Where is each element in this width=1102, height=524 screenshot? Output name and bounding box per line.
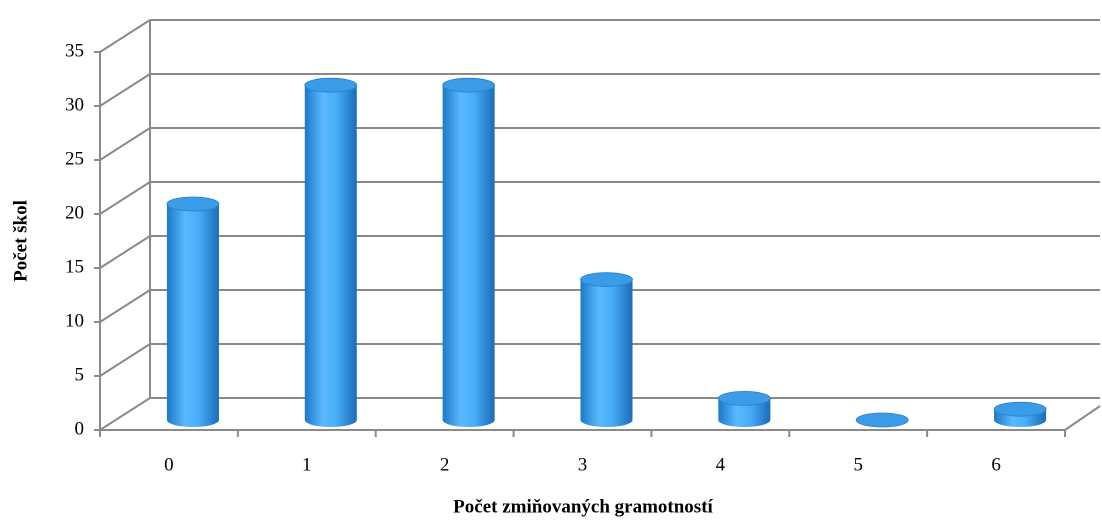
x-tick-label: 4: [716, 454, 726, 475]
grid-line: [99, 343, 151, 377]
x-tick-label: 2: [440, 454, 450, 475]
y-tick-label: 5: [75, 364, 85, 385]
grid-line: [99, 181, 151, 215]
grid-line: [99, 235, 151, 269]
bar-part: [580, 272, 633, 288]
y-tick-label: 25: [65, 148, 84, 169]
grid-line: [99, 289, 151, 323]
x-axis-title: Počet zmiňovaných gramotností: [453, 496, 713, 517]
y-tick-label: 20: [65, 202, 84, 223]
y-tick-label: 30: [65, 94, 84, 115]
bar: [855, 412, 909, 428]
x-tick-label: 6: [991, 454, 1001, 475]
bar: [304, 77, 358, 428]
bar-part: [718, 398, 771, 428]
x-tick-label: 0: [164, 454, 174, 475]
bar: [993, 401, 1047, 428]
bar-part: [442, 77, 496, 93]
x-tick-label: 1: [302, 454, 312, 475]
x-tick-label: 5: [853, 454, 863, 475]
bar-part: [166, 204, 219, 428]
bar-part: [717, 390, 771, 406]
bar: [166, 196, 220, 428]
grid-line: [99, 397, 151, 431]
x-tick-label: 3: [578, 454, 588, 475]
grid-line: [99, 19, 151, 53]
y-tick-label: 15: [65, 256, 84, 277]
bar-part: [993, 401, 1047, 417]
bar: [580, 272, 633, 428]
y-tick-label: 35: [65, 40, 84, 61]
bar-part: [855, 412, 909, 428]
floor-edge: [1064, 405, 1101, 431]
bar-part: [580, 279, 633, 428]
y-axis-title: Počet škol: [10, 200, 31, 282]
grid-line: [99, 127, 151, 161]
grid-line: [99, 73, 151, 107]
y-tick-label: 10: [65, 310, 84, 331]
bar-part: [304, 77, 358, 93]
bar-part: [442, 85, 495, 428]
bar-part: [166, 196, 220, 212]
y-tick-label: 0: [75, 418, 85, 439]
bar: [442, 77, 496, 428]
bar-part: [304, 85, 357, 428]
bar: [717, 390, 771, 428]
